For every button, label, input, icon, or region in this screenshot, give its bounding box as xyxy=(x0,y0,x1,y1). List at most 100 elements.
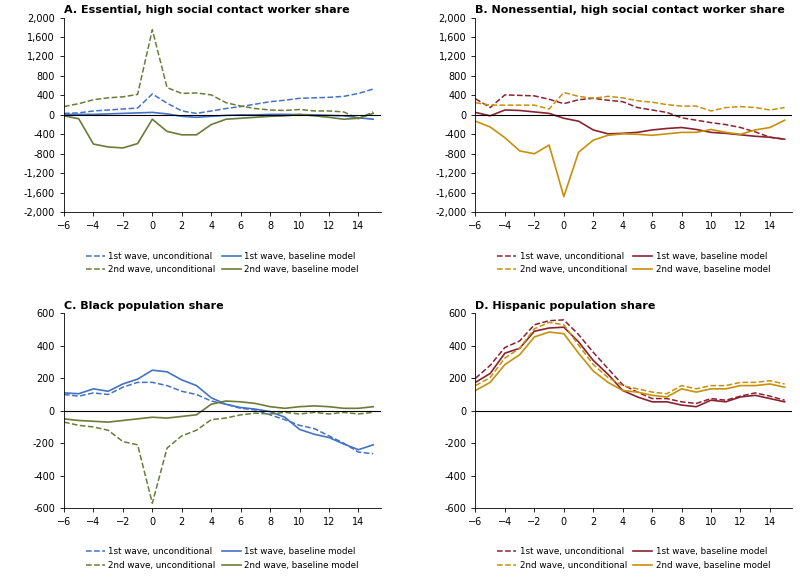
1st wave, baseline model xyxy=(339,112,349,119)
1st wave, baseline model xyxy=(236,404,246,411)
1st wave, baseline model xyxy=(500,106,510,113)
1st wave, unconditional xyxy=(133,105,142,112)
1st wave, unconditional xyxy=(368,85,378,92)
2nd wave, unconditional xyxy=(162,444,172,451)
1st wave, unconditional xyxy=(574,331,583,338)
2nd wave, unconditional xyxy=(633,97,642,104)
1st wave, unconditional xyxy=(324,432,334,439)
1st wave, baseline model xyxy=(765,134,774,141)
2nd wave, baseline model xyxy=(647,392,657,399)
2nd wave, unconditional xyxy=(486,102,495,109)
2nd wave, baseline model xyxy=(780,117,790,124)
2nd wave, unconditional xyxy=(147,500,157,507)
1st wave, baseline model xyxy=(250,406,260,413)
2nd wave, baseline model xyxy=(515,351,525,358)
1st wave, unconditional xyxy=(354,90,363,97)
2nd wave, baseline model xyxy=(662,394,672,401)
2nd wave, unconditional xyxy=(74,422,83,429)
1st wave, unconditional xyxy=(677,114,686,121)
2nd wave, unconditional xyxy=(147,26,157,33)
2nd wave, baseline model xyxy=(706,126,716,133)
2nd wave, baseline model xyxy=(294,111,304,118)
1st wave, baseline model xyxy=(236,112,246,119)
2nd wave, baseline model xyxy=(236,114,246,121)
1st wave, unconditional xyxy=(103,106,113,113)
1st wave, baseline model xyxy=(691,126,701,133)
2nd wave, baseline model xyxy=(133,140,142,147)
1st wave, unconditional xyxy=(310,94,319,102)
1st wave, baseline model xyxy=(470,109,480,116)
1st wave, unconditional xyxy=(147,379,157,386)
1st wave, unconditional xyxy=(280,97,290,104)
2nd wave, baseline model xyxy=(721,129,730,136)
2nd wave, baseline model xyxy=(103,419,113,426)
2nd wave, baseline model xyxy=(750,126,760,133)
2nd wave, baseline model xyxy=(470,387,480,394)
2nd wave, unconditional xyxy=(559,89,569,96)
1st wave, baseline model xyxy=(266,111,275,118)
1st wave, unconditional xyxy=(74,392,83,399)
1st wave, baseline model xyxy=(603,130,613,137)
2nd wave, baseline model xyxy=(118,144,128,151)
1st wave, unconditional xyxy=(118,384,128,391)
1st wave, unconditional xyxy=(206,398,216,405)
1st wave, unconditional xyxy=(662,109,672,116)
2nd wave, unconditional xyxy=(603,374,613,381)
2nd wave, unconditional xyxy=(192,89,202,96)
2nd wave, unconditional xyxy=(662,390,672,397)
2nd wave, baseline model xyxy=(339,116,349,123)
2nd wave, baseline model xyxy=(310,402,319,409)
2nd wave, baseline model xyxy=(603,132,613,139)
2nd wave, unconditional xyxy=(324,411,334,418)
2nd wave, baseline model xyxy=(618,387,627,394)
2nd wave, baseline model xyxy=(280,405,290,412)
2nd wave, baseline model xyxy=(162,128,172,135)
1st wave, unconditional xyxy=(59,110,69,117)
1st wave, baseline model xyxy=(530,328,539,335)
1st wave, unconditional xyxy=(162,382,172,389)
2nd wave, unconditional xyxy=(500,102,510,109)
1st wave, unconditional xyxy=(765,392,774,399)
1st wave, unconditional xyxy=(470,95,480,102)
2nd wave, unconditional xyxy=(280,409,290,416)
Line: 2nd wave, unconditional: 2nd wave, unconditional xyxy=(475,92,785,111)
2nd wave, unconditional xyxy=(721,382,730,389)
1st wave, baseline model xyxy=(559,324,569,331)
2nd wave, baseline model xyxy=(589,137,598,144)
1st wave, baseline model xyxy=(706,397,716,404)
1st wave, unconditional xyxy=(470,375,480,382)
1st wave, unconditional xyxy=(324,94,334,101)
2nd wave, unconditional xyxy=(736,379,746,386)
Line: 2nd wave, unconditional: 2nd wave, unconditional xyxy=(64,30,373,119)
2nd wave, unconditional xyxy=(294,411,304,418)
2nd wave, unconditional xyxy=(354,115,363,122)
2nd wave, unconditional xyxy=(470,382,480,389)
2nd wave, unconditional xyxy=(294,106,304,113)
1st wave, unconditional xyxy=(677,398,686,405)
1st wave, baseline model xyxy=(677,124,686,131)
1st wave, unconditional xyxy=(589,95,598,102)
2nd wave, baseline model xyxy=(470,117,480,124)
1st wave, unconditional xyxy=(765,134,774,141)
2nd wave, baseline model xyxy=(89,141,98,148)
1st wave, unconditional xyxy=(544,96,554,103)
1st wave, baseline model xyxy=(589,357,598,364)
1st wave, unconditional xyxy=(280,416,290,423)
2nd wave, unconditional xyxy=(603,93,613,100)
2nd wave, baseline model xyxy=(559,193,569,200)
2nd wave, baseline model xyxy=(721,385,730,392)
Text: A. Essential, high social contact worker share: A. Essential, high social contact worker… xyxy=(64,5,350,15)
Text: C. Black population share: C. Black population share xyxy=(64,301,224,311)
2nd wave, unconditional xyxy=(250,409,260,416)
1st wave, unconditional xyxy=(133,379,142,386)
2nd wave, unconditional xyxy=(574,93,583,100)
2nd wave, baseline model xyxy=(677,385,686,392)
1st wave, baseline model xyxy=(633,394,642,401)
2nd wave, baseline model xyxy=(103,144,113,151)
1st wave, unconditional xyxy=(530,92,539,99)
2nd wave, unconditional xyxy=(544,106,554,113)
2nd wave, unconditional xyxy=(721,104,730,111)
1st wave, baseline model xyxy=(280,413,290,420)
2nd wave, unconditional xyxy=(470,99,480,106)
1st wave, baseline model xyxy=(780,398,790,405)
